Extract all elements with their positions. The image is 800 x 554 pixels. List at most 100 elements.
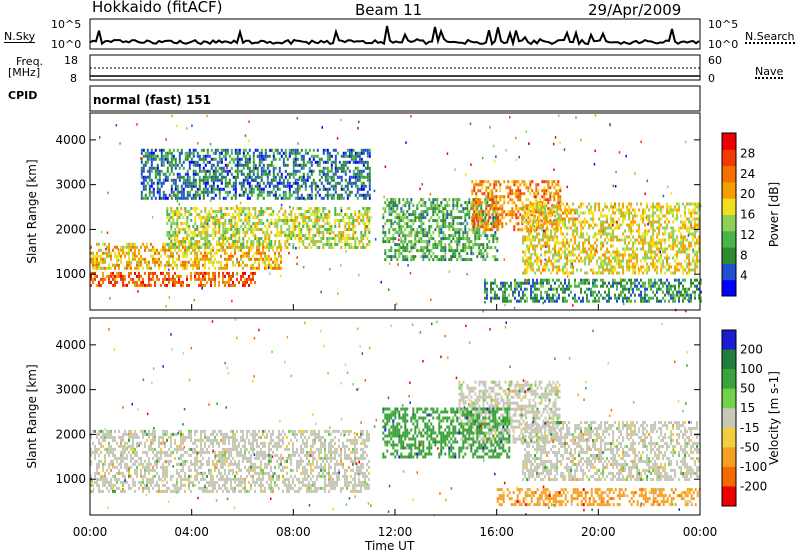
- heatmap-cell: [618, 265, 621, 269]
- heatmap-cell: [114, 283, 116, 287]
- heatmap-cell: [166, 213, 169, 216]
- heatmap-cell: [112, 271, 114, 275]
- heatmap-cell: [524, 259, 527, 263]
- heatmap-cell: [244, 157, 247, 161]
- heatmap-cell: [246, 280, 248, 284]
- heatmap-cell: [398, 213, 401, 217]
- heatmap-cell: [674, 259, 677, 263]
- heatmap-cell: [636, 223, 639, 227]
- heatmap-cell: [152, 187, 155, 191]
- heatmap-cell: [678, 281, 680, 285]
- heatmap-cell: [198, 240, 201, 243]
- heatmap-cell: [628, 214, 631, 218]
- heatmap-cell: [154, 172, 157, 176]
- heatmap-cell: [186, 237, 189, 240]
- heatmap-cell: [230, 243, 233, 246]
- heatmap-cell: [596, 271, 599, 275]
- heatmap-cell: [346, 213, 349, 216]
- heatmap-cell: [210, 148, 213, 152]
- heatmap-cell: [532, 211, 535, 215]
- heatmap-cell: [410, 246, 413, 250]
- heatmap-cell: [332, 246, 335, 249]
- heatmap-cell: [218, 271, 220, 275]
- heatmap-cell: [503, 201, 506, 205]
- heatmap-cell: [414, 213, 417, 217]
- heatmap-cell: [670, 284, 672, 288]
- heatmap-cell: [234, 237, 237, 240]
- heatmap-cell: [515, 204, 518, 208]
- heatmap-cell: [266, 178, 269, 182]
- heatmap-cell: [294, 237, 297, 240]
- heatmap-cell: [180, 193, 183, 197]
- heatmap-cell: [218, 196, 221, 200]
- heatmap-cell: [566, 271, 569, 275]
- heatmap-cell: [656, 296, 658, 300]
- heatmap-cell: [444, 246, 447, 250]
- heatmap-cell: [96, 266, 98, 270]
- heatmap-cell: [244, 280, 246, 284]
- heatmap-cell: [174, 271, 176, 275]
- heatmap-cell: [388, 231, 391, 235]
- heatmap-cell: [174, 243, 177, 246]
- heatmap-cell: [124, 254, 126, 258]
- heatmap-cell: [260, 190, 263, 194]
- heatmap-cell: [638, 271, 641, 275]
- heatmap-cell: [438, 243, 441, 247]
- heatmap-cell: [184, 254, 186, 258]
- heatmap-cell: [274, 175, 277, 179]
- heatmap-cell: [364, 210, 367, 213]
- heatmap-cell: [480, 222, 483, 226]
- heatmap-cell: [536, 293, 538, 297]
- heatmap-cell: [496, 284, 498, 288]
- heatmap-cell: [602, 296, 604, 300]
- heatmap-cell: [216, 163, 219, 167]
- heatmap-cell: [170, 160, 173, 164]
- heatmap-cell: [546, 262, 549, 266]
- heatmap-cell: [696, 229, 699, 233]
- heatmap-cell: [318, 231, 321, 234]
- heatmap-cell: [278, 263, 280, 267]
- heatmap-cell: [288, 172, 291, 176]
- heatmap-cell: [406, 258, 409, 262]
- heatmap-cell: [414, 240, 417, 244]
- heatmap-cell: [254, 213, 257, 216]
- heatmap-cell: [652, 262, 655, 266]
- heatmap-cell: [268, 260, 270, 264]
- heatmap-cell: [386, 240, 389, 244]
- heatmap-cell: [176, 274, 178, 278]
- heatmap-cell: [120, 277, 122, 281]
- heatmap-cell: [515, 222, 518, 226]
- freq-top-tick: 18: [64, 54, 78, 67]
- heatmap-cell: [416, 207, 419, 211]
- heatmap-cell: [560, 214, 563, 218]
- heatmap-cell: [664, 250, 667, 254]
- heatmap-cell: [495, 225, 498, 229]
- heatmap-cell: [493, 180, 496, 184]
- heatmap-cell: [481, 186, 484, 190]
- heatmap-cell: [328, 225, 331, 228]
- heatmap-cell: [126, 263, 128, 267]
- heatmap-cell: [282, 196, 285, 200]
- heatmap-cell: [682, 271, 685, 275]
- heatmap-cell: [170, 234, 173, 237]
- heatmap-cell: [264, 263, 266, 267]
- heatmap-cell: [168, 280, 170, 284]
- heatmap-cell: [172, 181, 175, 185]
- heatmap-cell: [519, 183, 522, 187]
- heatmap-cell: [198, 234, 201, 237]
- heatmap-cell: [484, 281, 486, 285]
- heatmap-cell: [650, 205, 653, 209]
- heatmap-cell: [290, 231, 293, 234]
- heatmap-cell: [542, 238, 545, 242]
- heatmap-cell: [418, 216, 421, 220]
- heatmap-cell: [452, 201, 455, 205]
- heatmap-cell: [610, 271, 613, 275]
- heatmap-cell: [612, 278, 614, 282]
- heatmap-cell: [554, 205, 557, 209]
- heatmap-cell: [678, 226, 681, 230]
- heatmap-cell: [232, 260, 234, 264]
- heatmap-cell: [210, 166, 213, 170]
- heatmap-cell: [610, 268, 613, 272]
- heatmap-cell: [348, 216, 351, 219]
- heatmap-cell: [260, 237, 263, 240]
